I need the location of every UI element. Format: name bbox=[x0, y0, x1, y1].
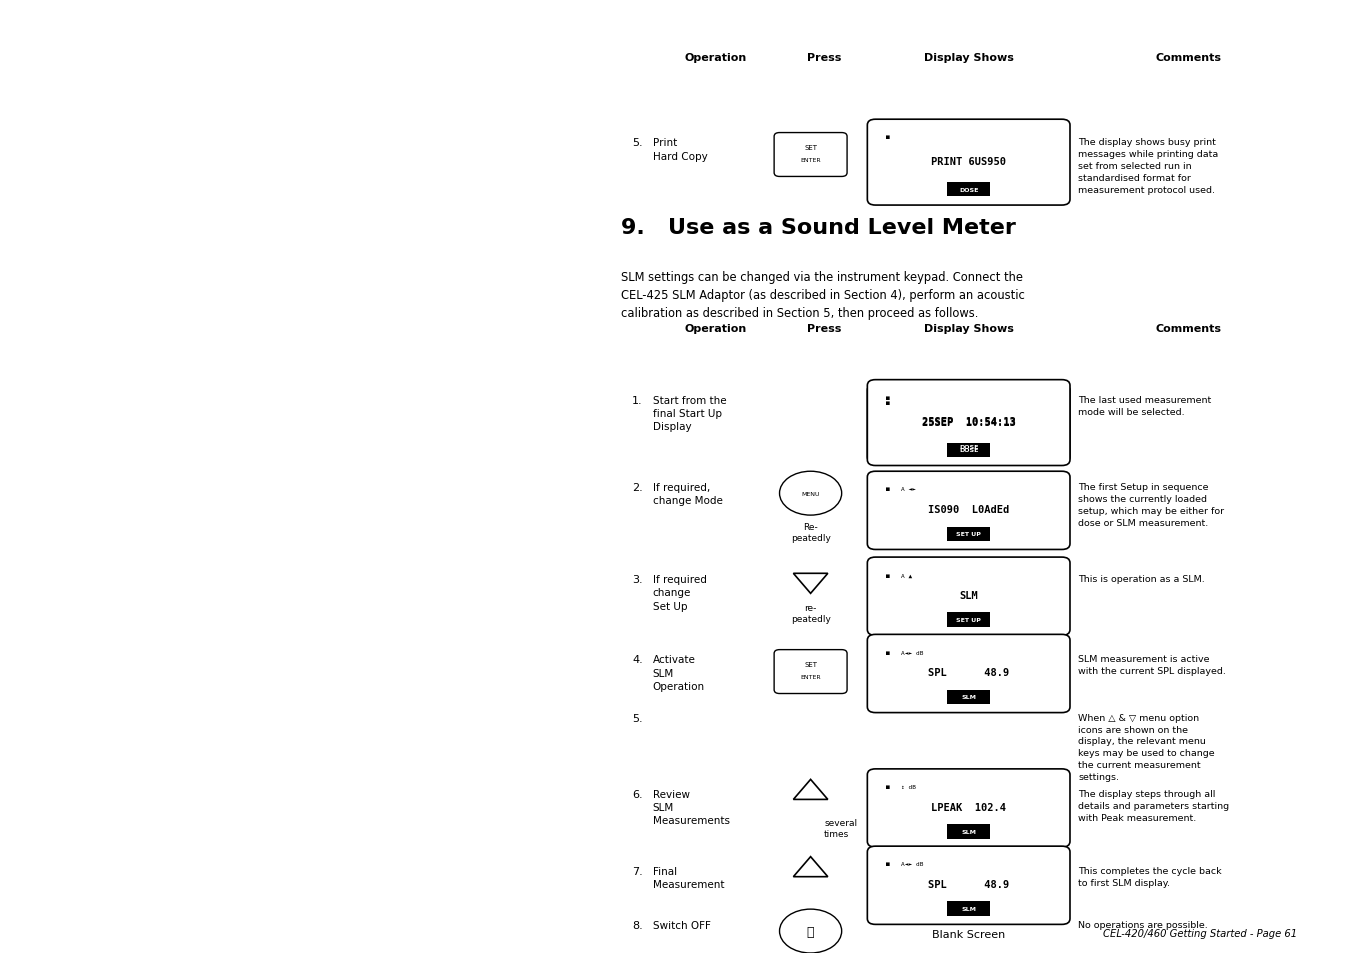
Text: This is operation as a SLM.: This is operation as a SLM. bbox=[1078, 575, 1205, 583]
Text: 2.: 2. bbox=[632, 482, 643, 492]
Text: Press: Press bbox=[807, 324, 842, 334]
Text: SET UP: SET UP bbox=[957, 532, 981, 537]
FancyBboxPatch shape bbox=[867, 846, 1070, 924]
Text: ■   ↕ dB: ■ ↕ dB bbox=[886, 784, 916, 789]
Text: Re-
peatedly: Re- peatedly bbox=[790, 522, 831, 542]
Text: SLM: SLM bbox=[959, 590, 978, 600]
Text: 4.: 4. bbox=[632, 655, 643, 664]
Text: 25SEP  10:54:13: 25SEP 10:54:13 bbox=[921, 417, 1016, 428]
Text: LPEAK  102.4: LPEAK 102.4 bbox=[931, 801, 1006, 812]
FancyBboxPatch shape bbox=[947, 613, 990, 627]
Text: Operation: Operation bbox=[685, 53, 747, 63]
Text: SLM: SLM bbox=[961, 695, 977, 700]
FancyBboxPatch shape bbox=[947, 902, 990, 916]
Text: DOSE: DOSE bbox=[959, 445, 978, 450]
FancyBboxPatch shape bbox=[867, 472, 1070, 550]
Text: SLM: SLM bbox=[961, 906, 977, 911]
Text: Start from the
final Start Up
Display: Start from the final Start Up Display bbox=[653, 395, 725, 432]
FancyBboxPatch shape bbox=[867, 380, 1070, 466]
Text: Comments: Comments bbox=[1156, 324, 1221, 334]
FancyBboxPatch shape bbox=[867, 635, 1070, 713]
Text: The first Setup in sequence
shows the currently loaded
setup, which may be eithe: The first Setup in sequence shows the cu… bbox=[1078, 482, 1224, 527]
FancyBboxPatch shape bbox=[867, 769, 1070, 847]
Text: Print
Hard Copy: Print Hard Copy bbox=[653, 138, 708, 161]
Text: DOSE: DOSE bbox=[959, 188, 978, 193]
Text: ■   A ▲: ■ A ▲ bbox=[886, 573, 912, 578]
FancyBboxPatch shape bbox=[947, 443, 990, 457]
Text: 9.   Use as a Sound Level Meter: 9. Use as a Sound Level Meter bbox=[621, 217, 1016, 237]
Text: Press: Press bbox=[807, 53, 842, 63]
Text: 8.: 8. bbox=[632, 920, 643, 929]
Text: several
times: several times bbox=[824, 818, 858, 838]
Text: MENU: MENU bbox=[801, 491, 820, 497]
Text: SPL      48.9: SPL 48.9 bbox=[928, 879, 1009, 889]
Text: ■: ■ bbox=[886, 135, 890, 140]
Text: DOSE: DOSE bbox=[959, 448, 978, 453]
Circle shape bbox=[780, 472, 842, 516]
Text: Activate
SLM
Operation: Activate SLM Operation bbox=[653, 655, 705, 691]
Text: 1.: 1. bbox=[632, 395, 643, 405]
Text: SET: SET bbox=[804, 145, 817, 151]
Text: Comments: Comments bbox=[1156, 53, 1221, 63]
FancyBboxPatch shape bbox=[774, 133, 847, 177]
Text: ■: ■ bbox=[886, 400, 890, 405]
Text: SLM settings can be changed via the instrument keypad. Connect the
CEL-425 SLM A: SLM settings can be changed via the inst… bbox=[621, 271, 1025, 320]
Text: SET UP: SET UP bbox=[957, 618, 981, 622]
Text: No operations are possible.: No operations are possible. bbox=[1078, 920, 1208, 928]
Text: ENTER: ENTER bbox=[800, 157, 821, 163]
Text: The display steps through all
details and parameters starting
with Peak measurem: The display steps through all details an… bbox=[1078, 789, 1229, 821]
Text: The last used measurement
mode will be selected.: The last used measurement mode will be s… bbox=[1078, 395, 1212, 416]
FancyBboxPatch shape bbox=[947, 527, 990, 541]
Text: SLM measurement is active
with the current SPL displayed.: SLM measurement is active with the curre… bbox=[1078, 655, 1225, 676]
Text: The display shows busy print
messages while printing data
set from selected run : The display shows busy print messages wh… bbox=[1078, 138, 1219, 194]
Text: re-
peatedly: re- peatedly bbox=[790, 603, 831, 623]
Text: Display Shows: Display Shows bbox=[924, 324, 1013, 334]
Text: ■   A◄► dB: ■ A◄► dB bbox=[886, 862, 924, 866]
Text: 7.: 7. bbox=[632, 866, 643, 876]
Text: SPL      48.9: SPL 48.9 bbox=[928, 667, 1009, 678]
FancyBboxPatch shape bbox=[867, 120, 1070, 206]
Text: ENTER: ENTER bbox=[800, 674, 821, 679]
FancyBboxPatch shape bbox=[774, 650, 847, 694]
FancyBboxPatch shape bbox=[947, 183, 990, 197]
Text: Switch OFF: Switch OFF bbox=[653, 920, 711, 929]
Text: 25SEP  10:54:13: 25SEP 10:54:13 bbox=[921, 416, 1016, 427]
Text: If required
change
Set Up: If required change Set Up bbox=[653, 575, 707, 611]
FancyBboxPatch shape bbox=[947, 440, 990, 455]
Text: 3.: 3. bbox=[632, 575, 643, 584]
FancyBboxPatch shape bbox=[947, 690, 990, 704]
Text: ⏻: ⏻ bbox=[807, 924, 815, 938]
Circle shape bbox=[780, 909, 842, 953]
Text: This completes the cycle back
to first SLM display.: This completes the cycle back to first S… bbox=[1078, 866, 1221, 887]
Text: SET: SET bbox=[804, 661, 817, 667]
Text: 5.: 5. bbox=[632, 713, 643, 722]
FancyBboxPatch shape bbox=[867, 558, 1070, 636]
Text: ■   A◄► dB: ■ A◄► dB bbox=[886, 650, 924, 655]
Text: Review
SLM
Measurements: Review SLM Measurements bbox=[653, 789, 730, 825]
Text: If required,
change Mode: If required, change Mode bbox=[653, 482, 723, 505]
Text: ■   A ◄►: ■ A ◄► bbox=[886, 487, 916, 492]
Text: CEL-420/460 Getting Started - Page 61: CEL-420/460 Getting Started - Page 61 bbox=[1102, 928, 1297, 938]
Text: When △ & ▽ menu option
icons are shown on the
display, the relevant menu
keys ma: When △ & ▽ menu option icons are shown o… bbox=[1078, 713, 1215, 781]
Text: PRINT 6US950: PRINT 6US950 bbox=[931, 156, 1006, 167]
FancyBboxPatch shape bbox=[947, 824, 990, 839]
Text: 6.: 6. bbox=[632, 789, 643, 799]
Text: IS090  L0AdEd: IS090 L0AdEd bbox=[928, 504, 1009, 515]
Text: Blank Screen: Blank Screen bbox=[932, 929, 1005, 939]
FancyBboxPatch shape bbox=[867, 385, 1070, 463]
Text: Operation: Operation bbox=[685, 324, 747, 334]
Text: SLM: SLM bbox=[961, 829, 977, 834]
Text: 5.: 5. bbox=[632, 138, 643, 148]
Text: Final
Measurement: Final Measurement bbox=[653, 866, 724, 889]
Text: ■: ■ bbox=[886, 395, 890, 400]
Text: Display Shows: Display Shows bbox=[924, 53, 1013, 63]
